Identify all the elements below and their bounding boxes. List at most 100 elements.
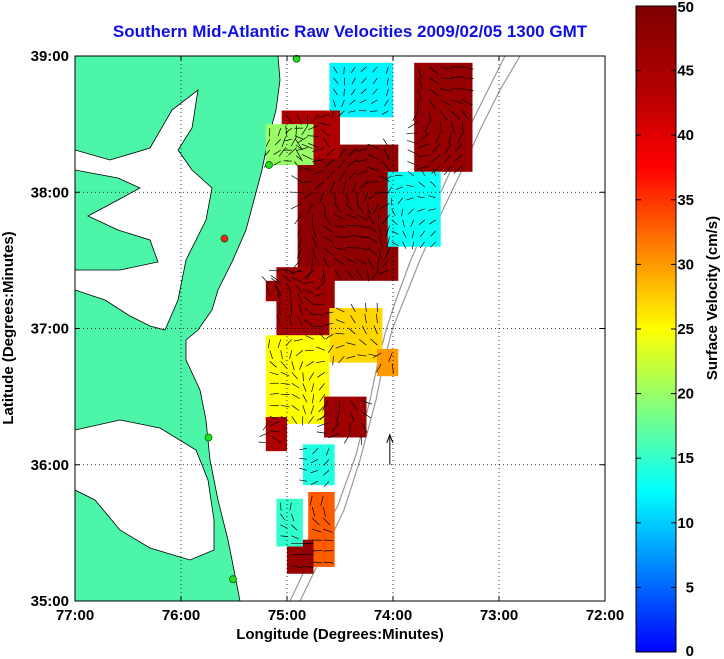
velocity-vector: [361, 325, 367, 335]
velocity-vector: [345, 192, 350, 204]
velocity-vector: [298, 236, 302, 249]
velocity-vector: [267, 339, 271, 349]
velocity-cell: [414, 62, 473, 172]
velocity-vector: [420, 230, 425, 238]
velocity-vector: [318, 114, 330, 119]
velocity-vector: [293, 258, 302, 268]
velocity-vector: [383, 149, 390, 160]
velocity-vector: [367, 225, 378, 233]
velocity-vector: [331, 110, 334, 119]
velocity-vector: [312, 313, 325, 316]
velocity-vector: [401, 208, 404, 217]
velocity-vector: [385, 225, 390, 237]
velocity-vector: [323, 247, 333, 256]
velocity-vector: [448, 132, 452, 145]
colorbar-tick-label: 10: [677, 515, 694, 532]
velocity-vector: [316, 346, 325, 351]
velocity-vector: [430, 230, 436, 237]
velocity-vector: [383, 99, 389, 107]
velocity-vector: [346, 355, 356, 359]
colorbar: [635, 5, 677, 653]
velocity-vector: [440, 77, 452, 80]
colorbar-tick-label: 45: [677, 63, 694, 80]
velocity-vector: [381, 161, 390, 171]
velocity-vector: [356, 148, 368, 152]
velocity-vector: [291, 361, 295, 371]
velocity-vector: [323, 561, 334, 564]
velocity-vector: [301, 565, 314, 569]
velocity-vector: [420, 132, 430, 141]
velocity-vector: [335, 307, 345, 313]
velocity-vector: [408, 208, 414, 215]
velocity-vector: [343, 433, 351, 444]
velocity-vector: [325, 148, 335, 157]
velocity-vector: [406, 197, 414, 201]
velocity-vector: [323, 528, 333, 533]
x-tick-label: 73:00: [480, 607, 518, 624]
velocity-vector: [397, 197, 403, 204]
velocity-vector: [334, 214, 346, 221]
velocity-vector: [333, 88, 338, 96]
velocity-vector: [290, 203, 302, 210]
velocity-vector: [457, 132, 463, 144]
velocity-vector: [368, 353, 378, 357]
colorbar-tick-label: 35: [677, 192, 694, 209]
velocity-vector: [320, 129, 330, 137]
velocity-vector: [429, 219, 436, 225]
velocity-vector: [291, 175, 302, 182]
velocity-vector: [323, 225, 334, 233]
velocity-vector: [309, 495, 313, 506]
velocity-vector: [376, 363, 382, 373]
velocity-vector: [430, 154, 441, 163]
velocity-vector: [391, 230, 399, 235]
velocity-vector: [301, 125, 308, 136]
velocity-vector: [406, 132, 419, 134]
velocity-vector: [319, 192, 324, 204]
velocity-vector: [274, 285, 282, 296]
x-tick-label: 75:00: [268, 607, 306, 624]
y-tick-label: 36:00: [31, 457, 69, 474]
velocity-vector: [338, 148, 346, 159]
velocity-vector: [443, 165, 452, 176]
velocity-vector: [411, 230, 415, 239]
velocity-vector: [408, 121, 419, 129]
velocity-vector: [323, 203, 326, 216]
velocity-vector: [378, 247, 382, 260]
velocity-vector: [333, 99, 336, 108]
velocity-vector: [372, 203, 379, 215]
velocity-vector: [301, 281, 314, 284]
velocity-vector: [378, 236, 384, 248]
velocity-vector: [417, 154, 430, 158]
velocity-vector: [385, 175, 392, 181]
velocity-vector: [271, 278, 281, 286]
velocity-vector: [297, 247, 302, 259]
velocity-vector: [262, 420, 271, 431]
station-marker: [292, 54, 301, 63]
velocity-vector: [282, 274, 292, 283]
station-marker: [204, 433, 213, 442]
velocity-vector: [312, 561, 323, 564]
velocity-vector: [308, 143, 319, 148]
velocity-vector: [424, 121, 430, 133]
velocity-vector: [430, 181, 436, 188]
velocity-vector: [281, 136, 287, 148]
colorbar-tick-label: 0: [686, 643, 694, 659]
velocity-vector: [280, 502, 282, 511]
velocity-vector: [417, 165, 430, 170]
velocity-vector: [302, 405, 306, 414]
velocity-vector: [440, 66, 452, 70]
velocity-vector: [311, 258, 313, 271]
bay-water: [75, 89, 213, 331]
velocity-vector: [345, 258, 357, 264]
velocity-vector: [297, 136, 308, 143]
velocity-vector: [410, 219, 415, 227]
velocity-vector: [421, 168, 426, 176]
velocity-vector: [311, 506, 316, 517]
velocity-vector: [271, 436, 282, 444]
velocity-vector: [355, 159, 368, 163]
y-axis-label: Latitude (Degrees:Minutes): [0, 231, 17, 424]
x-axis-label: Longitude (Degrees:Minutes): [236, 626, 444, 643]
x-tick-label: 77:00: [56, 607, 94, 624]
velocity-vector: [334, 269, 342, 280]
velocity-vector: [347, 159, 357, 168]
